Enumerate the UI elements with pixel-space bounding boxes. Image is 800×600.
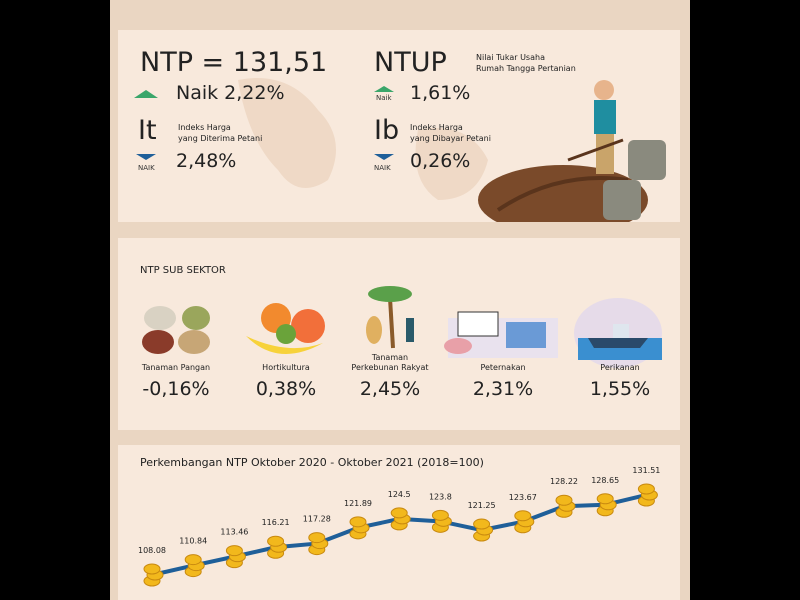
- it-desc: Indeks Harga yang Diterima Petani: [178, 122, 262, 144]
- sector-value: -0,16%: [142, 378, 209, 400]
- ib-change: 0,26%: [410, 150, 471, 172]
- coin-marker: [390, 507, 411, 531]
- sector-icons: Tanaman Pangan -0,16% Hortikultura 0,38% Tan…: [141, 286, 662, 400]
- chart-title: Perkembangan NTP Oktober 2020 - Oktober …: [140, 456, 484, 469]
- value-label: 113.46: [220, 528, 248, 537]
- summary-art: [134, 78, 666, 222]
- chart: Perkembangan NTP Oktober 2020 - Oktober …: [138, 456, 660, 587]
- it-badge: NAIK: [138, 164, 155, 172]
- desc-line: Nilai Tukar Usaha: [476, 53, 545, 62]
- it-label: It: [138, 115, 157, 146]
- coin-marker: [514, 510, 535, 534]
- sector-value: 2,45%: [360, 378, 420, 400]
- value-label: 128.22: [550, 477, 578, 486]
- sector-name: Tanaman Pangan: [141, 363, 210, 372]
- coin-marker: [143, 563, 164, 587]
- sector-name: Peternakan: [480, 363, 525, 372]
- coin-marker: [184, 554, 205, 578]
- sector-panel: NTP SUB SEKTOR Tanaman Pangan -0,16% Horti…: [118, 238, 680, 430]
- coin-marker: [308, 532, 329, 556]
- summary-panel: NTP = 131,51 Naik 2,22% NTUP Nilai Tukar…: [118, 30, 680, 222]
- sector-value: 2,31%: [473, 378, 533, 400]
- coin-marker: [596, 493, 617, 517]
- desc-line: Rumah Tangga Pertanian: [476, 64, 576, 73]
- ib-label: Ib: [374, 115, 400, 146]
- value-label: 108.08: [138, 546, 166, 555]
- coin-marker: [225, 545, 246, 569]
- value-label: 131.51: [632, 466, 660, 475]
- coin-marker: [431, 509, 452, 533]
- ib-badge: NAIK: [374, 164, 391, 172]
- icon-kebun: [366, 286, 414, 349]
- sector-title: NTP SUB SEKTOR: [140, 265, 226, 276]
- value-label: 124.5: [388, 490, 411, 499]
- sector-name: Tanaman: [371, 353, 408, 362]
- desc-line: yang Dibayar Petani: [410, 134, 491, 143]
- ntup-desc: Nilai Tukar Usaha Rumah Tangga Pertanian: [476, 52, 576, 74]
- value-label: 128.65: [591, 476, 619, 485]
- desc-line: Indeks Harga: [410, 123, 463, 132]
- coin-marker: [349, 516, 370, 540]
- icon-ikan: [574, 298, 662, 368]
- chart-panel: Perkembangan NTP Oktober 2020 - Oktober …: [118, 445, 680, 600]
- sector-value: 0,38%: [256, 378, 316, 400]
- icon-pangan: [142, 306, 210, 354]
- value-label: 123.67: [509, 493, 537, 502]
- value-label: 110.84: [179, 537, 207, 546]
- icon-ternak: [444, 311, 558, 358]
- ntup-badge: Naik: [376, 94, 392, 102]
- ib-desc: Indeks Harga yang Dibayar Petani: [410, 122, 491, 144]
- infographic: NTP = 131,51 Naik 2,22% NTUP Nilai Tukar…: [110, 0, 690, 600]
- it-change: 2,48%: [176, 150, 237, 172]
- value-label: 123.8: [429, 492, 452, 501]
- sector-name: Hortikultura: [262, 363, 310, 372]
- value-label: 116.21: [262, 518, 290, 527]
- coin-marker: [637, 483, 658, 507]
- coin-marker: [473, 518, 494, 542]
- value-label: 117.28: [303, 515, 331, 524]
- sector-name: Perikanan: [600, 363, 639, 372]
- icon-horti: [246, 303, 325, 354]
- sector-value: 1,55%: [590, 378, 650, 400]
- coin-marker: [555, 494, 576, 518]
- ntup-label: NTUP: [374, 47, 447, 78]
- desc-line: yang Diterima Petani: [178, 134, 263, 143]
- coin-marker: [267, 535, 288, 559]
- desc-line: Indeks Harga: [178, 123, 231, 132]
- value-label: 121.25: [468, 501, 496, 510]
- value-label: 121.89: [344, 499, 372, 508]
- ntp-change: Naik 2,22%: [176, 82, 285, 104]
- sector-name: Perkebunan Rakyat: [351, 363, 428, 372]
- ntup-change: 1,61%: [410, 82, 471, 104]
- ntp-value: NTP = 131,51: [140, 47, 328, 78]
